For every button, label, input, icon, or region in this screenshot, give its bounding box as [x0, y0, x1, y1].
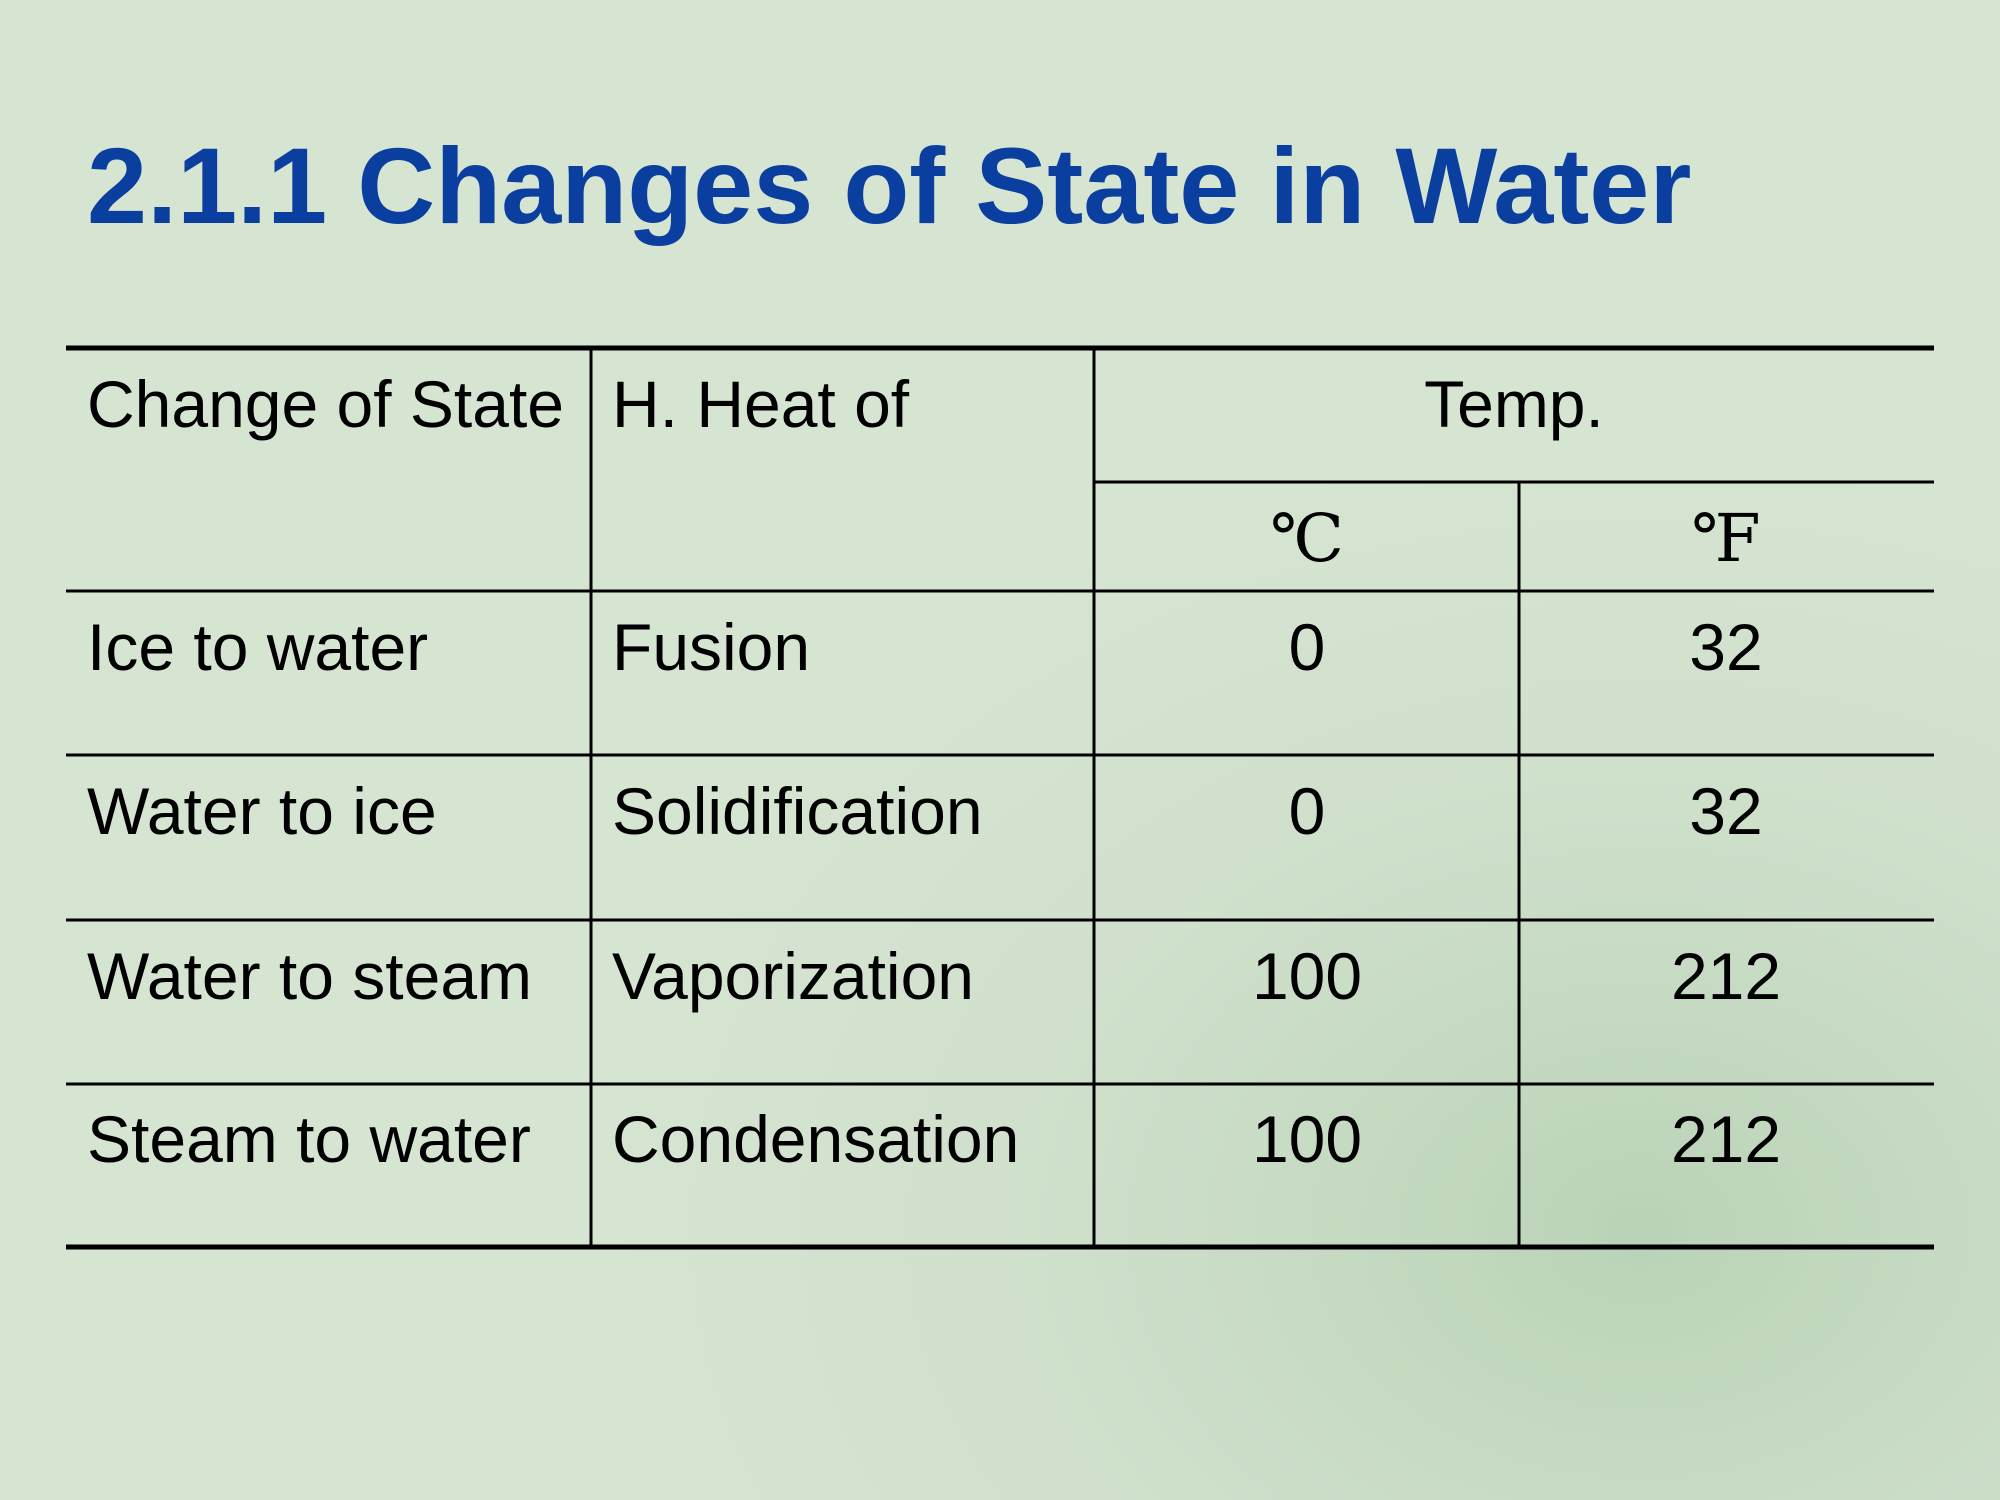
table-body: Ice to water Fusion 0 32 Water to ice Solidif…: [87, 610, 1781, 1176]
header-cell: Temp.: [1424, 367, 1604, 441]
table-cell: Vaporization: [612, 939, 974, 1013]
table-cell: 0: [1289, 610, 1326, 684]
table-cell: Steam to water: [87, 1102, 531, 1176]
header-cell: ℉: [1691, 503, 1760, 576]
table-lines: [66, 345, 1934, 1250]
table-cell: 100: [1252, 1102, 1362, 1176]
table-cell: 32: [1689, 610, 1762, 684]
table-cell: Solidification: [612, 774, 983, 848]
table-cell: Water to steam: [87, 939, 532, 1013]
header-cell: Change of State: [87, 367, 564, 441]
table-cell: Water to ice: [87, 774, 437, 848]
table-cell: Fusion: [612, 610, 810, 684]
table-cell: Ice to water: [87, 610, 428, 684]
table-cell: 32: [1689, 774, 1762, 848]
table-cell: 0: [1289, 774, 1326, 848]
table-cell: 212: [1671, 939, 1781, 1013]
table-cell: Condensation: [612, 1102, 1019, 1176]
table-cell: 100: [1252, 939, 1362, 1013]
header-cell: H. Heat of: [612, 367, 910, 441]
header-cell: ℃: [1270, 503, 1344, 576]
slide-title: 2.1.1 Changes of State in Water: [87, 125, 1691, 246]
table-cell: 212: [1671, 1102, 1781, 1176]
